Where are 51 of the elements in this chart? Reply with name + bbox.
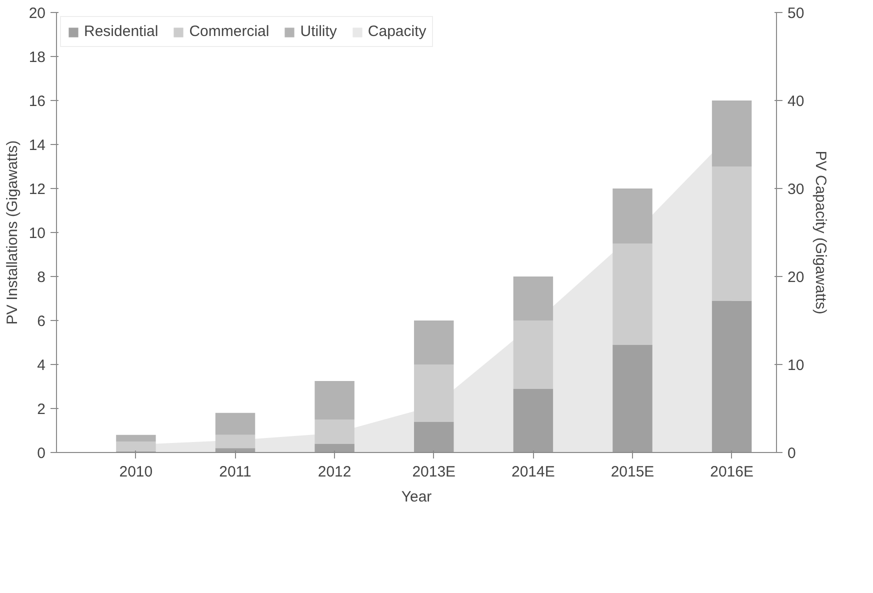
bar bbox=[215, 434, 256, 448]
y-tick-label: 6 bbox=[37, 313, 46, 330]
x-tick-label: 2013E bbox=[412, 464, 456, 480]
bar bbox=[612, 188, 652, 244]
bar bbox=[116, 442, 156, 452]
y-tick-label: 0 bbox=[37, 445, 46, 462]
y2-tick-label: 50 bbox=[788, 5, 804, 22]
bar bbox=[414, 422, 454, 452]
x-tick-label: 2012 bbox=[318, 464, 352, 480]
x-tick-label: 2014E bbox=[512, 464, 555, 480]
bar bbox=[712, 100, 752, 166]
y2-tick-label: 40 bbox=[788, 93, 804, 110]
bar bbox=[314, 381, 354, 420]
x-tick-label: 2015E bbox=[610, 464, 654, 480]
bar bbox=[215, 448, 256, 452]
y-tick-label: 14 bbox=[28, 137, 46, 154]
x-tick-label: 2011 bbox=[219, 464, 252, 480]
bar bbox=[414, 364, 454, 422]
legend-label: Capacity bbox=[368, 23, 426, 40]
legend-label: Commercial bbox=[189, 23, 270, 40]
y-tick-label: 16 bbox=[28, 93, 46, 110]
bar bbox=[612, 344, 652, 452]
bar bbox=[116, 434, 156, 442]
y-axis-title: PV Installations (Gigawatts) bbox=[4, 140, 21, 325]
bar bbox=[314, 420, 354, 444]
bar bbox=[513, 276, 554, 320]
legend-label: Utility bbox=[300, 23, 337, 40]
x-axis-title: Year bbox=[401, 488, 432, 506]
y-tick-label: 2 bbox=[37, 401, 46, 418]
bar bbox=[314, 444, 354, 452]
bar bbox=[414, 320, 454, 364]
y2-tick-label: 0 bbox=[788, 445, 796, 462]
y-tick-label: 12 bbox=[28, 181, 46, 198]
bar bbox=[712, 166, 752, 301]
bar bbox=[712, 300, 752, 452]
y2-tick-label: 20 bbox=[788, 269, 804, 286]
y-tick-label: 4 bbox=[37, 357, 46, 374]
y2-axis-title: PV Capacity (Gigawatts) bbox=[812, 150, 830, 314]
y2-tick-label: 30 bbox=[788, 181, 804, 198]
y2-tick-label: 10 bbox=[788, 357, 804, 374]
y-tick-label: 18 bbox=[28, 49, 46, 66]
y-tick-label: 20 bbox=[28, 5, 46, 22]
y-tick-label: 10 bbox=[28, 225, 46, 242]
x-tick-label: 2010 bbox=[119, 464, 153, 480]
y-tick-label: 8 bbox=[37, 269, 46, 286]
bar bbox=[612, 244, 652, 345]
bar bbox=[513, 388, 554, 452]
x-tick-label: 2016E bbox=[710, 464, 754, 480]
bar bbox=[215, 412, 256, 435]
legend-label: Residential bbox=[84, 23, 158, 40]
bar bbox=[513, 320, 554, 389]
